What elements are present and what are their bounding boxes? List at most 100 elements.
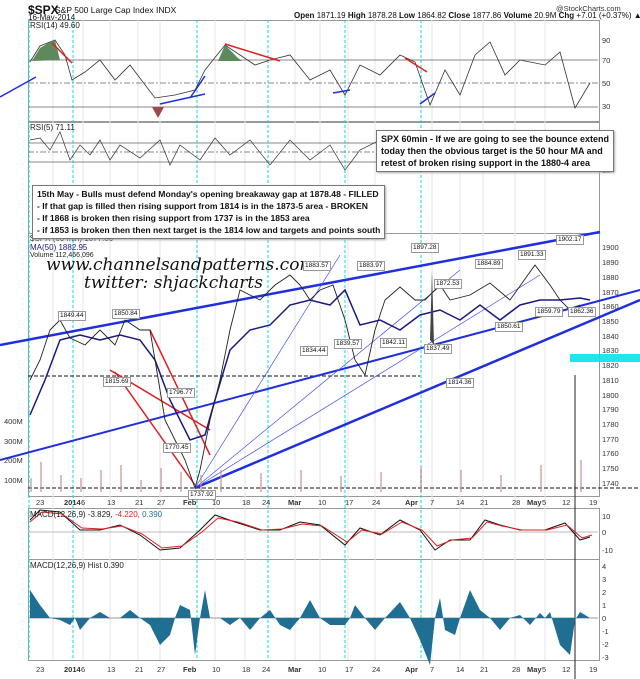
price-annotation: 1859.79 — [535, 307, 563, 317]
y-tick: -1 — [602, 627, 609, 636]
note-line: 15th May - Bulls must defend Monday's op… — [37, 189, 379, 199]
x-tick: 21 — [480, 665, 489, 674]
y-tick: 1820 — [602, 361, 619, 370]
x-axis-bottom: 23 2014 6 13 21 27 Feb 10 18 24 Mar 10 1… — [0, 665, 640, 675]
x-tick: 24 — [262, 665, 271, 674]
x-tick: May — [527, 498, 542, 507]
x-tick: 24 — [372, 498, 381, 507]
y-tick: 1890 — [602, 258, 619, 267]
chart-date: 16-May-2014 — [28, 13, 76, 22]
high-value: 1878.28 — [367, 11, 397, 20]
y-tick: 0 — [602, 528, 607, 537]
y-tick: 1760 — [602, 449, 619, 458]
low-label: Low — [399, 11, 416, 20]
chg-label: Chg — [558, 11, 575, 20]
x-tick: 24 — [372, 665, 381, 674]
vol-tick: 400M — [4, 417, 23, 426]
price-annotation: 1770.45 — [163, 443, 191, 453]
source-credit: @StockCharts.com — [556, 4, 621, 13]
note-left: 15th May - Bulls must defend Monday's op… — [32, 185, 386, 239]
symbol: $SPX — [28, 3, 59, 17]
y-tick: -10 — [602, 546, 613, 555]
y-tick: 1850 — [602, 317, 619, 326]
volume-value: 20.9M — [534, 11, 557, 20]
x-tick: 17 — [345, 498, 354, 507]
price-annotation: 1839.57 — [334, 339, 362, 349]
price-annotation: 1849.44 — [58, 311, 86, 321]
x-tick: 7 — [430, 665, 435, 674]
open-label: Open — [294, 11, 315, 20]
x-tick: 23 — [36, 665, 45, 674]
x-tick: Feb — [183, 665, 197, 674]
note-line: today then the obvious target is the 50 … — [381, 146, 603, 156]
price-annotation: 1902.17 — [556, 235, 584, 245]
vol-tick: 300M — [4, 437, 23, 446]
x-tick: Apr — [405, 665, 418, 674]
y-tick: 50 — [602, 79, 611, 88]
y-tick: 1740 — [602, 479, 619, 488]
price-annotation: 1850.61 — [495, 322, 523, 332]
hist-label: MACD(12,26,9) Hist 0.390 — [30, 561, 124, 570]
volume-label: Volume — [503, 11, 532, 20]
note-top-right: SPX 60min - If we are going to see the b… — [376, 130, 615, 172]
y-tick: 0 — [602, 614, 607, 623]
watermark-site: www.channelsandpatterns.com — [46, 255, 316, 275]
close-value: 1877.86 — [472, 11, 502, 20]
x-tick: 27 — [157, 498, 166, 507]
price-annotation: 1815.69 — [103, 377, 131, 387]
macd-name: MACD(12,26,9) — [30, 510, 86, 519]
close-label: Close — [448, 11, 471, 20]
price-annotation: 1897.28 — [411, 243, 439, 253]
y-tick: -2 — [602, 640, 609, 649]
x-tick: 6 — [81, 498, 86, 507]
y-tick: 3 — [602, 575, 607, 584]
signal-value: -4.220, — [114, 510, 140, 519]
rsi5-label: RSI(5) 71.11 — [30, 123, 75, 132]
price-annotation: 1737.92 — [188, 490, 216, 500]
x-tick: 14 — [456, 498, 465, 507]
price-panel — [28, 233, 600, 497]
y-tick: 1880 — [602, 273, 619, 282]
x-tick: 23 — [36, 498, 45, 507]
y-tick: 1 — [602, 601, 607, 610]
note-line: - If that gap is filled then rising supp… — [37, 201, 368, 211]
y-tick: 1860 — [602, 302, 619, 311]
x-tick: 10 — [212, 665, 221, 674]
x-tick: 2014 — [64, 665, 81, 674]
rsi14-panel — [28, 20, 600, 122]
y-tick: 30 — [602, 102, 611, 111]
y-tick: 1870 — [602, 288, 619, 297]
x-tick: 14 — [456, 665, 465, 674]
x-tick: 5 — [542, 665, 547, 674]
y-tick: 70 — [602, 56, 611, 65]
x-tick: 10 — [212, 498, 221, 507]
x-tick: 18 — [242, 498, 251, 507]
x-tick: 21 — [135, 665, 144, 674]
watermark-twitter: twitter: shjackcharts — [84, 273, 263, 293]
macd-value: -3.829, — [87, 510, 113, 519]
y-tick: 1840 — [602, 332, 619, 341]
y-tick: 1800 — [602, 391, 619, 400]
price-annotation: 1834.44 — [300, 346, 328, 356]
x-tick: May — [527, 665, 542, 674]
price-annotation: 1814.36 — [446, 378, 474, 388]
x-tick: Apr — [405, 498, 418, 507]
x-tick: 10 — [318, 665, 327, 674]
hist-value: 0.390 — [142, 510, 163, 519]
price-annotation: 1850.84 — [112, 309, 140, 319]
open-value: 1871.19 — [316, 11, 346, 20]
note-line: - if 1853 is broken then then next targe… — [37, 225, 381, 235]
x-tick: 12 — [562, 498, 571, 507]
ma-label: MA(50) 1882.95 — [30, 243, 88, 252]
y-tick: 1830 — [602, 346, 619, 355]
y-tick: 1750 — [602, 464, 619, 473]
y-tick: 1780 — [602, 420, 619, 429]
exchange: INDX — [155, 5, 177, 15]
x-tick: 21 — [135, 498, 144, 507]
x-tick: 13 — [107, 498, 116, 507]
price-annotation: 1842.11 — [380, 338, 408, 348]
x-tick: Feb — [183, 498, 197, 507]
y-tick: 10 — [602, 512, 611, 521]
vol-tick: 200M — [4, 456, 23, 465]
